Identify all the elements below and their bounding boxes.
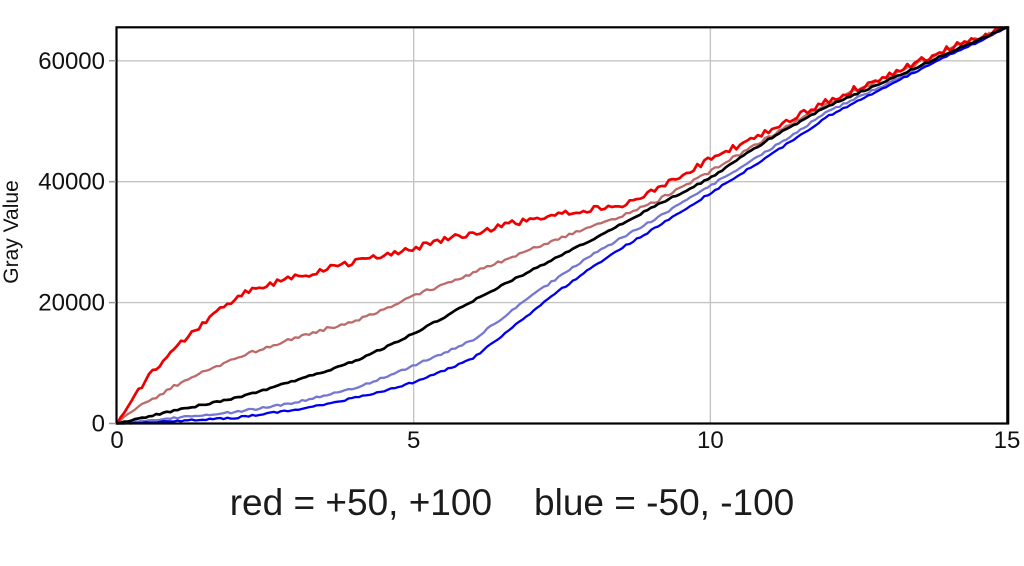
caption-blue-settings: blue = -50, -100: [534, 482, 795, 523]
x-tick-label: 5: [407, 427, 420, 454]
x-tick-label: 0: [110, 427, 123, 454]
y-tick-label: 20000: [38, 290, 105, 317]
caption-red-settings: red = +50, +100: [229, 482, 493, 523]
y-tick-label: 60000: [38, 48, 105, 75]
chart-caption: red = +50, +100 blue = -50, -100: [0, 482, 1024, 524]
gray-value-chart: 0 20000 40000 60000 0 5 10 15 Gray Value: [0, 25, 1021, 454]
y-tick-label: 0: [92, 411, 105, 438]
y-axis-title: Gray Value: [0, 180, 23, 284]
x-tick-label: 10: [697, 427, 724, 454]
series-line-+100-red-: [115, 25, 1008, 425]
y-tick-label: 40000: [38, 169, 105, 196]
series-line-original-black-: [116, 26, 1008, 425]
series-line--50-light-blue-: [117, 26, 1008, 425]
series-line--100-blue-: [116, 26, 1008, 425]
x-tick-label: 15: [994, 427, 1021, 454]
